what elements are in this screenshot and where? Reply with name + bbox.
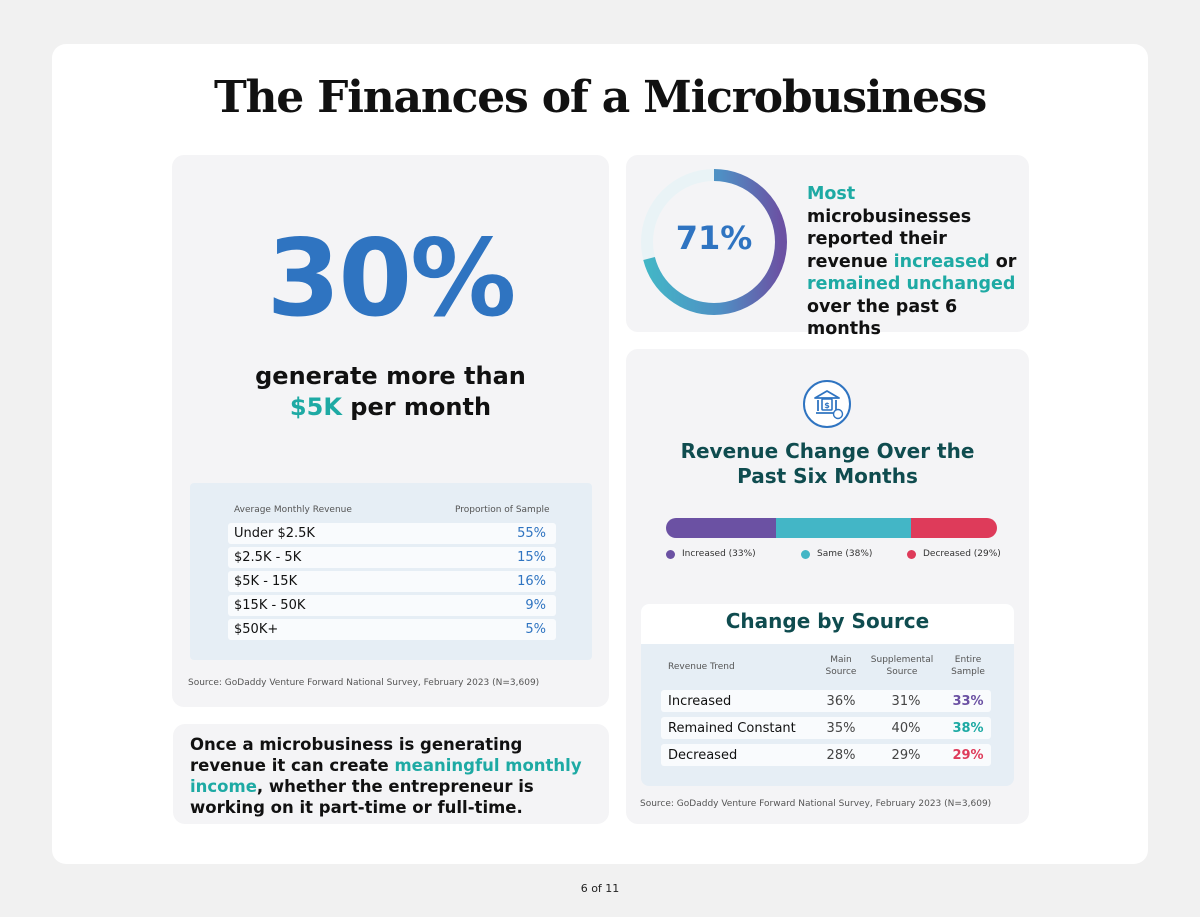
legend-dot (666, 549, 675, 559)
page-title: The Finances of a Microbusiness (213, 72, 987, 123)
header-line: Main (830, 655, 852, 665)
row-label: Under $2.5K (234, 526, 315, 541)
bank-money-icon: $ (803, 380, 851, 428)
bar-segment-increased (666, 518, 776, 538)
cell-main: 35% (826, 721, 856, 736)
source-note: Source: GoDaddy Venture Forward National… (188, 678, 540, 688)
text-plain: or (989, 251, 1017, 272)
legend-label: Increased (33%) (682, 549, 756, 559)
table-row: Decreased 28% 29% 29% (661, 744, 991, 766)
text-highlight: meaningful monthly income (190, 756, 582, 796)
source-note: Source: GoDaddy Venture Forward National… (640, 799, 992, 809)
row-label: $2.5K - 5K (234, 550, 302, 565)
row-label: Decreased (668, 748, 738, 763)
cell-entire: 29% (952, 748, 984, 763)
stat-desc-highlight: $5K (289, 393, 342, 421)
title-line2: Past Six Months (737, 464, 918, 488)
row-label: Increased (668, 694, 732, 709)
column-header-proportion: Proportion of Sample (455, 505, 550, 515)
table-row: Increased 36% 31% 33% (661, 690, 991, 712)
revenue-change-title: Revenue Change Over the Past Six Months (626, 439, 1029, 489)
text-highlight: Most (807, 184, 856, 204)
cell-main: 28% (826, 748, 856, 763)
legend-decreased: Decreased (29%) (907, 549, 1001, 559)
stat-description: generate more than $5K per month (172, 361, 609, 423)
page-indicator: 6 of 11 (580, 882, 620, 895)
text-plain: Once a microbusiness is generating reven… (190, 735, 523, 775)
header-line: Source (886, 667, 918, 677)
row-label: Remained Constant (668, 721, 796, 736)
donut-value: 71% (675, 219, 753, 257)
cell-main: 36% (826, 694, 856, 709)
column-header-entire: Entire Sample (943, 654, 993, 678)
cell-entire: 33% (952, 694, 984, 709)
column-header-trend: Revenue Trend (668, 662, 735, 672)
header-line: Source (825, 667, 857, 677)
donut-card: 71% Most microbusinesses reported their … (626, 155, 1029, 339)
table-row: Remained Constant 35% 40% 38% (661, 717, 991, 739)
row-value: 5% (525, 622, 546, 637)
table-row: $15K - 50K 9% (228, 595, 556, 616)
cell-entire: 38% (952, 721, 984, 736)
text-highlight: remained unchanged (807, 274, 1016, 294)
change-by-source-table: Change by Source Revenue Trend Main Sour… (641, 604, 1014, 786)
big-stat: 30% (266, 217, 517, 340)
row-value: 55% (517, 526, 546, 541)
legend-label: Same (38%) (817, 549, 873, 559)
revenue-change-card: $ Revenue Change Over the Past Six Month… (626, 349, 1029, 824)
donut-description: Most microbusinesses reported their reve… (807, 183, 1022, 341)
donut-arc (641, 169, 787, 315)
income-note-text: Once a microbusiness is generating reven… (190, 734, 600, 818)
monthly-revenue-card: 30% generate more than $5K per month Ave… (172, 155, 609, 707)
revenue-table: Average Monthly Revenue Proportion of Sa… (190, 483, 592, 660)
column-header-supplemental: Supplemental Source (866, 654, 938, 678)
cell-supplemental: 31% (891, 694, 921, 709)
text-plain: , whether the entrepreneur is working on… (190, 777, 534, 817)
bar-segment-decreased (911, 518, 997, 538)
table-row: $2.5K - 5K 15% (228, 547, 556, 568)
table-row: $50K+ 5% (228, 619, 556, 640)
row-label: $5K - 15K (234, 574, 298, 589)
table-row: Under $2.5K 55% (228, 523, 556, 544)
text-plain: microbusinesses reported their revenue (807, 206, 972, 272)
header-line: Supplemental (870, 655, 934, 665)
table-row: $5K - 15K 16% (228, 571, 556, 592)
text-highlight: increased (893, 251, 990, 272)
legend-dot (801, 549, 810, 559)
text-plain: over the past 6 months (807, 296, 958, 340)
column-header-main: Main Source (816, 654, 866, 678)
donut-chart (641, 169, 787, 315)
row-value: 16% (517, 574, 546, 589)
row-label: $50K+ (234, 622, 279, 637)
row-label: $15K - 50K (234, 598, 306, 613)
table-title-band (641, 604, 1014, 644)
column-header-revenue: Average Monthly Revenue (234, 505, 352, 515)
legend-label: Decreased (29%) (923, 549, 1001, 559)
cell-supplemental: 29% (891, 748, 921, 763)
stat-desc-rest: per month (341, 393, 492, 421)
cell-supplemental: 40% (891, 721, 921, 736)
legend-same: Same (38%) (801, 549, 872, 559)
svg-text:$: $ (824, 401, 830, 410)
bar-segment-same (776, 518, 911, 538)
table-title: Change by Source (725, 609, 930, 633)
row-value: 9% (525, 598, 546, 613)
income-note-card: Once a microbusiness is generating reven… (173, 724, 609, 824)
header-line: Sample (951, 667, 985, 677)
row-value: 15% (517, 550, 546, 565)
title-line1: Revenue Change Over the (680, 439, 975, 463)
header-line: Entire (954, 655, 982, 665)
stat-desc-line1: generate more than (255, 362, 526, 390)
legend-dot (907, 549, 916, 559)
legend-increased: Increased (33%) (666, 549, 756, 559)
